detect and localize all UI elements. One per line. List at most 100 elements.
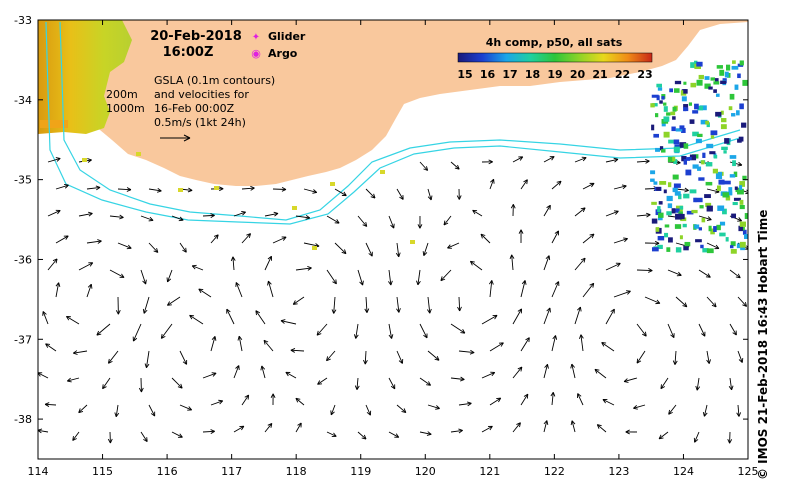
sst-speckle <box>720 80 727 85</box>
x-tick-label: 125 <box>738 465 759 478</box>
velocity-arrow-head <box>87 283 93 289</box>
velocity-arrow <box>303 188 317 193</box>
velocity-arrow-head <box>498 342 504 347</box>
sst-speckle <box>739 241 746 248</box>
velocity-arrow <box>143 296 150 314</box>
velocity-arrow <box>658 431 669 440</box>
velocity-arrow <box>78 262 93 271</box>
velocity-arrow <box>365 296 368 313</box>
velocity-arrow-head <box>546 307 551 313</box>
colorbar-ticks: 15 16 17 18 19 20 21 22 23 <box>457 68 652 81</box>
sst-speckle <box>214 186 219 190</box>
sst-speckle <box>679 125 685 130</box>
velocity-arrow-head <box>213 234 219 240</box>
sst-speckle <box>650 103 655 108</box>
velocity-arrow-head <box>97 239 102 244</box>
velocity-arrow <box>140 431 148 442</box>
velocity-arrow <box>160 323 173 339</box>
sst-speckle <box>689 154 697 161</box>
velocity-arrow <box>427 188 432 201</box>
velocity-arrow <box>365 404 371 416</box>
velocity-arrow <box>582 282 595 298</box>
velocity-arrow-head <box>270 393 276 398</box>
velocity-arrow <box>729 269 741 279</box>
argo-label: Argo <box>268 47 298 60</box>
velocity-arrow <box>148 242 159 253</box>
sst-speckle <box>706 143 714 149</box>
velocity-arrow <box>481 425 493 433</box>
y-tick-label: -38 <box>14 413 32 426</box>
velocity-arrow <box>582 233 595 244</box>
sst-speckle <box>728 106 733 111</box>
velocity-arrow <box>489 179 495 190</box>
velocity-arrow <box>633 404 646 409</box>
velocity-arrow <box>117 188 131 191</box>
velocity-arrow-head <box>260 365 266 371</box>
velocity-arrow-head <box>552 335 558 340</box>
velocity-arrows <box>38 156 748 444</box>
velocity-arrow-head <box>648 268 653 273</box>
velocity-arrow <box>264 256 272 271</box>
sst-speckle <box>673 139 680 145</box>
velocity-arrow-head <box>623 237 628 243</box>
x-tick-label: 118 <box>286 465 307 478</box>
colorbar-tick-label: 20 <box>570 68 586 81</box>
velocity-arrow-head <box>423 333 428 339</box>
velocity-arrow-head <box>45 343 51 348</box>
velocity-arrow-head <box>676 271 682 277</box>
velocity-arrow-head <box>210 213 215 218</box>
sst-speckle <box>702 152 706 158</box>
velocity-arrow <box>255 310 266 325</box>
sst-speckle <box>664 224 670 228</box>
sst-speckle <box>682 223 687 228</box>
velocity-arrow <box>443 215 452 226</box>
velocity-arrow <box>295 267 312 271</box>
velocity-arrow-head <box>516 422 521 428</box>
velocity-arrow-head <box>434 355 440 361</box>
velocity-arrow <box>440 269 452 281</box>
velocity-arrow <box>238 336 243 352</box>
velocity-arrow <box>364 350 367 365</box>
velocity-arrow-head <box>396 308 401 313</box>
velocity-arrow <box>667 269 682 276</box>
velocity-arrow-head <box>78 408 84 414</box>
velocity-arrow-head <box>426 431 432 436</box>
velocity-arrow <box>357 269 364 286</box>
velocity-arrow-head <box>570 363 575 369</box>
sst-speckle <box>661 149 666 153</box>
sst-speckle <box>713 81 720 85</box>
velocity-arrow-head <box>297 422 302 428</box>
x-tick-label: 114 <box>28 465 49 478</box>
velocity-arrow <box>145 350 150 368</box>
velocity-arrow-head <box>332 279 337 285</box>
velocity-arrow-head <box>684 187 689 193</box>
velocity-arrow <box>668 404 677 415</box>
velocity-arrow <box>202 372 217 379</box>
velocity-arrow-head <box>742 302 748 307</box>
velocity-arrow-head <box>737 217 743 222</box>
velocity-arrow-head <box>182 359 188 365</box>
velocity-arrow-head <box>676 160 681 165</box>
velocity-arrow <box>551 230 559 244</box>
y-tick-label: -35 <box>14 174 32 187</box>
velocity-arrow-head <box>182 247 187 253</box>
velocity-arrow-head <box>126 187 132 192</box>
velocity-arrow-head <box>423 166 429 171</box>
velocity-arrow <box>47 258 58 271</box>
velocity-arrow-head <box>492 314 498 320</box>
velocity-arrow <box>636 269 653 272</box>
velocity-arrow <box>198 288 212 298</box>
velocity-arrow-head <box>119 273 125 278</box>
velocity-arrow <box>605 262 621 271</box>
velocity-arrow-head <box>488 159 493 165</box>
sst-speckle <box>655 209 662 216</box>
sst-speckle <box>706 122 710 128</box>
sst-speckle <box>673 183 681 188</box>
velocity-arrow <box>388 323 393 339</box>
sst-speckle <box>705 162 713 167</box>
sst-speckle <box>698 177 705 181</box>
sst-speckle <box>738 225 743 232</box>
velocity-arrow <box>235 282 243 298</box>
velocity-arrow <box>594 368 607 379</box>
velocity-arrow-head <box>166 301 172 306</box>
